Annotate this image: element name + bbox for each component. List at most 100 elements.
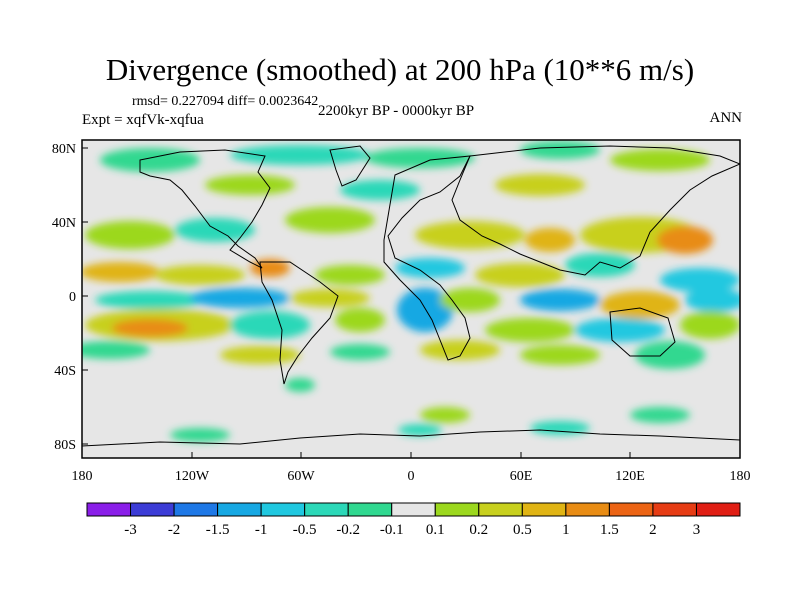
contour-region — [610, 149, 710, 171]
contour-region — [205, 175, 295, 195]
contour-region — [95, 291, 205, 309]
colorbar-box — [260, 502, 306, 517]
colorbar-label: 3 — [693, 522, 701, 538]
lat-tick-label: 80S — [54, 438, 76, 453]
colorbar-label: -1 — [255, 522, 268, 538]
contour-region — [112, 319, 188, 337]
lon-tick-label: 120W — [175, 469, 210, 484]
contour-region — [630, 407, 690, 423]
lon-tick-label: 120E — [615, 469, 645, 484]
lat-tick-label: 40S — [54, 364, 76, 379]
colorbar-label: -0.5 — [293, 522, 317, 538]
colorbar-box — [652, 502, 697, 517]
coastline — [383, 155, 471, 361]
contour-region — [100, 148, 200, 172]
experiment-label: Expt = xqfVk-xqfua — [82, 112, 204, 128]
colorbar-label: 2 — [649, 522, 657, 538]
contour-region — [285, 207, 375, 233]
lat-tick-label: 40N — [52, 216, 76, 231]
contour-region — [520, 345, 600, 365]
contour-region — [155, 265, 245, 285]
colorbar-box — [130, 502, 175, 517]
contour-region — [525, 228, 575, 252]
colorbar-box — [478, 502, 523, 517]
contour-region — [82, 262, 160, 282]
colorbar-box — [391, 502, 436, 517]
contour-region — [230, 311, 310, 339]
divergence-field — [82, 141, 740, 447]
coastlines — [82, 145, 740, 447]
contour-region — [420, 340, 500, 360]
coastline — [139, 149, 271, 269]
contour-region — [85, 221, 175, 249]
contour-region — [485, 318, 575, 342]
contour-region — [530, 421, 590, 435]
lat-tick-label: 80N — [52, 142, 76, 157]
period-label: 2200kyr BP - 0000kyr BP — [318, 103, 475, 119]
contour-region — [415, 221, 525, 249]
colorbar-label: 1.5 — [600, 522, 619, 538]
contour-region — [475, 263, 565, 287]
colorbar-box — [347, 502, 393, 517]
contour-region — [397, 288, 453, 332]
contour-region — [335, 308, 385, 332]
coastline — [329, 145, 371, 187]
lon-tick-label: 180 — [730, 469, 751, 484]
colorbar-label: -0.2 — [336, 522, 360, 538]
contour-region — [82, 341, 150, 359]
season-label: ANN — [709, 110, 743, 126]
contour-region — [395, 258, 465, 278]
contour-region — [565, 253, 635, 277]
colorbar-box — [695, 502, 741, 517]
colorbar-box — [434, 502, 480, 517]
contour-region — [340, 180, 420, 200]
colorbar-label: -1.5 — [206, 522, 230, 538]
colorbar-box — [565, 502, 610, 517]
coastline — [609, 307, 676, 357]
contour-region — [495, 174, 585, 196]
contour-region — [635, 341, 705, 369]
colorbar-label: 0.1 — [426, 522, 445, 538]
contour-region — [660, 268, 740, 292]
contour-region — [330, 344, 390, 360]
lon-tick-label: 60W — [287, 469, 315, 484]
colorbar-label: 1 — [562, 522, 570, 538]
colorbar-box — [86, 502, 132, 517]
contour-region — [175, 218, 255, 242]
colorbar-label: -0.1 — [380, 522, 404, 538]
contour-region — [575, 318, 665, 342]
contour-region — [190, 288, 290, 308]
colorbar-label: 0.5 — [513, 522, 532, 538]
colorbar-label: -2 — [168, 522, 181, 538]
contour-region — [290, 289, 370, 307]
colorbar-box — [521, 502, 567, 517]
lon-tick-label: 0 — [408, 469, 415, 484]
contour-region — [220, 346, 300, 364]
contour-region — [520, 289, 600, 311]
colorbar-label: -3 — [124, 522, 137, 538]
lon-tick-label: 180 — [72, 469, 93, 484]
lon-tick-label: 60E — [510, 469, 533, 484]
colorbar-box — [173, 502, 219, 517]
contour-region — [315, 265, 385, 285]
colorbar-box — [217, 502, 262, 517]
contour-region — [657, 226, 713, 254]
lat-tick-label: 0 — [69, 290, 76, 305]
stats-label: rmsd= 0.227094 diff= 0.0023642 — [132, 94, 319, 109]
coastline — [259, 261, 339, 385]
colorbar-label: 0.2 — [469, 522, 488, 538]
map-title: Divergence (smoothed) at 200 hPa (10**6 … — [105, 52, 695, 87]
colorbar-box — [608, 502, 654, 517]
coastline — [82, 429, 740, 447]
contour-region — [685, 288, 740, 312]
colorbar: -3 -2 -1.5 -1 -0.5 -0.2 -0.1 0.1 0.2 0.5 1 1.5 2 3 — [86, 502, 741, 538]
coastline — [451, 145, 740, 276]
contour-region — [520, 141, 600, 159]
colorbar-box — [304, 502, 349, 517]
contour-region — [170, 428, 230, 442]
contour-region — [398, 424, 442, 436]
axes: 80N 40N 0 40S 80S 180 120W 60W 0 60E 120… — [52, 142, 751, 484]
contour-region — [285, 378, 315, 392]
contour-region — [365, 148, 475, 168]
